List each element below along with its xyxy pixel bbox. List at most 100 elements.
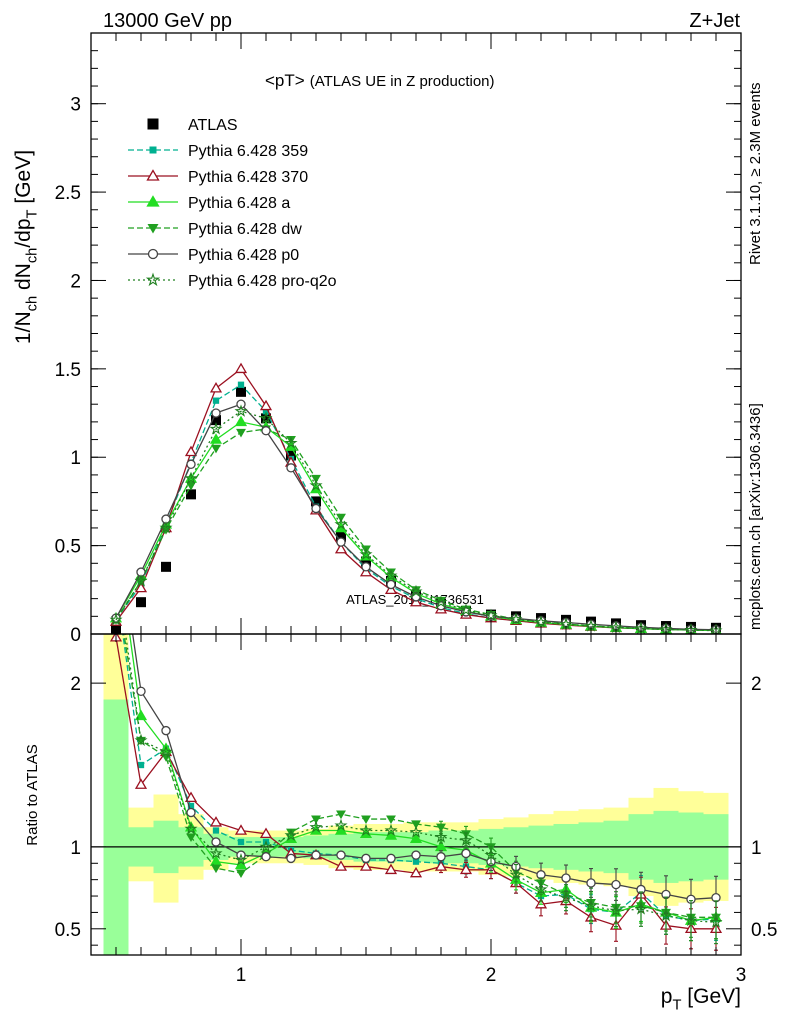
main-ytick-label-1: 0.5 [55, 537, 81, 558]
legend-label-pythia-6-428-a: Pythia 6.428 a [188, 195, 290, 212]
ratio-point-pythia-6-428-370-3 [184, 791, 198, 803]
ratio-point-pythia-6-428-dw-3 [186, 833, 196, 843]
series-line-pythia-6-428-pro-q2o [115, 410, 717, 632]
point-pythia-6-428-a-5 [234, 415, 248, 427]
main-series-group [109, 362, 723, 634]
point-pythia-6-428-370-3 [184, 445, 198, 457]
point-pythia-6-428-dw-12 [411, 586, 421, 595]
ratio-point-pythia-6-428-dw-5 [236, 869, 246, 879]
ratio-point-pythia-6-428-359-3 [187, 802, 195, 810]
ratio-series-pythia-6-428-p0 [132, 634, 721, 920]
header-right: Z+Jet [689, 10, 740, 32]
ratio-point-pythia-6-428-p0-9 [336, 850, 346, 860]
point-pythia-6-428-pro-q2o-5 [234, 404, 248, 417]
ratio-point-pythia-6-428-370-10 [359, 860, 373, 871]
mcplots-label: mcplots.cern.ch [arXiv:1306.3436] [747, 403, 764, 630]
point-pythia-6-428-pro-q2o-15 [484, 608, 498, 621]
ratio-point-pythia-6-428-dw-8 [311, 815, 321, 825]
ratio-point-pythia-6-428-pro-q2o-5 [234, 853, 248, 866]
legend-label-pythia-6-428-pro-q2o: Pythia 6.428 pro-q2o [188, 273, 337, 290]
point-pythia-6-428-370-6 [259, 399, 273, 411]
point-atlas-4 [211, 415, 221, 426]
point-pythia-6-428-dw-11 [386, 568, 396, 578]
legend-entry-pythia-6-428-dw: Pythia 6.428 dw [128, 221, 302, 238]
xtick-label-2: 3 [736, 965, 747, 986]
ratio-point-pythia-6-428-359-1 [137, 761, 145, 769]
ratio-point-pythia-6-428-pro-q2o-0 [111, 563, 121, 572]
ratio-point-pythia-6-428-pro-q2o-13 [434, 830, 448, 843]
point-pythia-6-428-pro-q2o-10 [359, 547, 373, 560]
point-pythia-6-428-pro-q2o-7 [284, 436, 298, 449]
point-atlas-1 [136, 597, 146, 608]
legend-marker-pythia-6-428-dw [147, 224, 159, 234]
main-ytick-label-3: 1.5 [55, 360, 81, 381]
ratio-point-pythia-6-428-pro-q2o-14 [459, 833, 473, 846]
ratio-point-pythia-6-428-p0-3 [186, 807, 196, 818]
ratio-point-pythia-6-428-pro-q2o-15 [484, 848, 498, 861]
ratio-point-pythia-6-428-pro-q2o-11 [384, 823, 398, 837]
ratio-point-pythia-6-428-359-5 [237, 838, 245, 846]
ratio-point-pythia-6-428-pro-q2o-6 [259, 839, 273, 853]
band-inner-0 [103, 699, 129, 955]
ratio-ytick-label-left-2: 2 [70, 674, 81, 695]
point-pythia-6-428-pro-q2o-17 [534, 615, 548, 628]
series-pythia-6-428-p0 [111, 399, 721, 634]
point-pythia-6-428-pro-q2o-4 [209, 422, 223, 435]
point-pythia-6-428-p0-7 [286, 463, 296, 473]
ratio-point-pythia-6-428-dw-12 [411, 820, 421, 829]
point-atlas-3 [186, 489, 196, 500]
ratio-point-pythia-6-428-p0-18 [561, 873, 571, 883]
point-atlas-2 [161, 561, 171, 572]
legend-label-pythia-6-428-359: Pythia 6.428 359 [188, 143, 308, 160]
point-atlas-8 [311, 496, 321, 507]
legend-marker-pythia-6-428-p0 [147, 248, 159, 260]
point-pythia-6-428-p0-8 [311, 503, 321, 514]
legend-label-pythia-6-428-p0: Pythia 6.428 p0 [188, 247, 299, 264]
x-axis-label: pT​ [GeV] [661, 985, 741, 1013]
point-pythia-6-428-pro-q2o-3 [184, 471, 198, 484]
ratio-point-pythia-6-428-370-13 [434, 860, 448, 871]
ratio-point-pythia-6-428-p0-8 [311, 850, 321, 860]
ratio-point-pythia-6-428-p0-6 [261, 852, 271, 862]
point-pythia-6-428-pro-q2o-11 [384, 568, 398, 582]
legend-label-pythia-6-428-dw: Pythia 6.428 dw [188, 221, 302, 238]
point-pythia-6-428-pro-q2o-2 [159, 521, 173, 534]
point-pythia-6-428-p0-4 [211, 408, 221, 418]
ratio-point-pythia-6-428-370-14 [459, 863, 473, 875]
ratio-point-pythia-6-428-359-0 [113, 582, 119, 588]
ratio-point-pythia-6-428-p0-2 [161, 725, 171, 736]
ratio-point-pythia-6-428-pro-q2o-24 [709, 915, 723, 928]
point-pythia-6-428-pro-q2o-16 [509, 612, 523, 625]
main-ytick-label-2: 1 [70, 448, 81, 469]
legend-entry-pythia-6-428-359: Pythia 6.428 359 [128, 143, 308, 160]
xtick-label-1: 2 [486, 965, 497, 986]
ratio-ytick-label-right-0: 0.5 [751, 920, 777, 941]
point-pythia-6-428-359-5 [237, 381, 245, 388]
legend-label-pythia-6-428-370: Pythia 6.428 370 [188, 169, 308, 186]
legend-marker-atlas [147, 118, 159, 130]
rivet-label: Rivet 3.1.10, ≥ 2.3M events [747, 83, 764, 266]
ratio-point-pythia-6-428-370-12 [409, 866, 423, 878]
ratio-point-pythia-6-428-pro-q2o-8 [309, 820, 323, 833]
ratio-point-pythia-6-428-370-9 [334, 860, 348, 871]
point-pythia-6-428-p0-5 [236, 399, 246, 409]
ratio-point-pythia-6-428-dw-9 [336, 810, 346, 820]
ratio-point-pythia-6-428-a-1 [134, 709, 148, 721]
ratio-point-pythia-6-428-pro-q2o-22 [659, 908, 673, 922]
point-pythia-6-428-370-4 [209, 382, 223, 393]
ratio-point-pythia-6-428-pro-q2o-7 [284, 828, 298, 841]
main-ytick-label-4: 2 [70, 271, 81, 292]
ratio-point-pythia-6-428-p0-12 [411, 850, 421, 860]
ratio-point-pythia-6-428-pro-q2o-4 [209, 846, 223, 859]
point-pythia-6-428-p0-3 [186, 459, 196, 470]
ratio-point-pythia-6-428-370-11 [384, 863, 398, 875]
point-pythia-6-428-pro-q2o-13 [434, 595, 448, 608]
ratio-ytick-label-left-0: 0.5 [55, 920, 81, 941]
ratio-point-pythia-6-428-pro-q2o-16 [509, 867, 523, 881]
point-atlas-5 [236, 386, 246, 397]
ratio-ytick-label-right-1: 1 [751, 838, 762, 859]
main-title-main: <pT> [265, 71, 305, 90]
point-pythia-6-428-dw-5 [236, 428, 246, 438]
ratio-point-pythia-6-428-a-12 [409, 832, 423, 843]
